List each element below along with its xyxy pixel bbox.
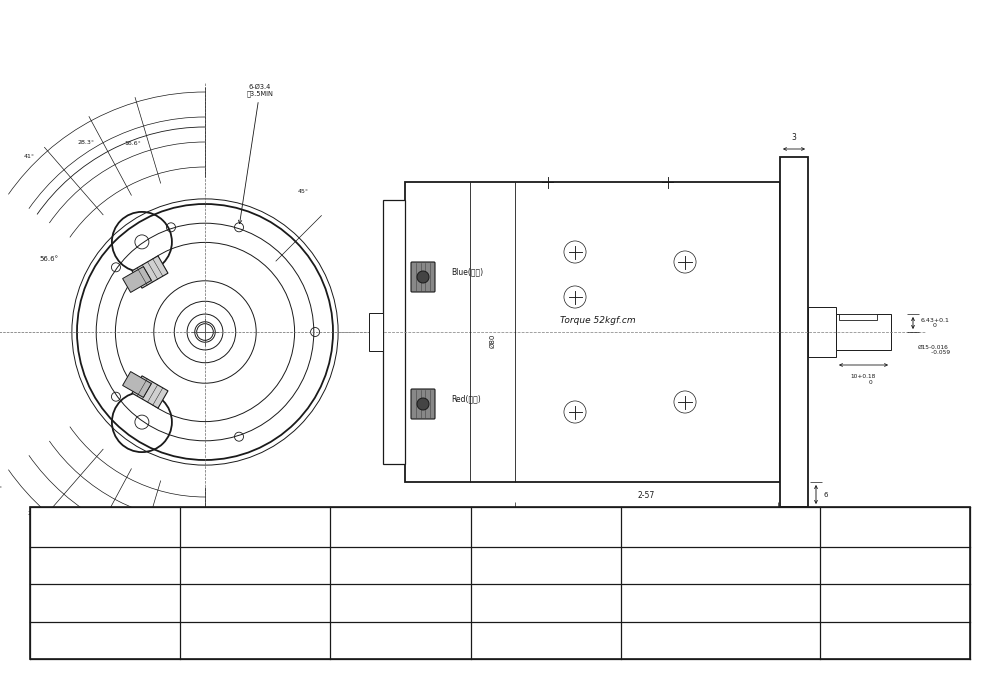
- Text: ZDY418: ZDY418: [86, 635, 125, 645]
- Text: 10+0.18
        0: 10+0.18 0: [851, 374, 876, 385]
- Text: 转向/Rotation: 转向/Rotation: [687, 521, 754, 532]
- Text: 56.6°: 56.6°: [40, 256, 59, 262]
- Text: 41°: 41°: [24, 154, 35, 159]
- Text: 211.5: 211.5: [619, 538, 641, 547]
- Text: Blue(蓝色): Blue(蓝色): [451, 267, 483, 276]
- Text: 28.3°: 28.3°: [27, 511, 44, 516]
- Bar: [30, 507, 970, 659]
- Text: ZDY118: ZDY118: [86, 561, 125, 570]
- Text: 4-69: 4-69: [615, 513, 633, 522]
- Text: ZDY218: ZDY218: [86, 598, 125, 608]
- Polygon shape: [132, 376, 168, 408]
- Text: 电压/Voltage: 电压/Voltage: [225, 521, 286, 532]
- Text: 6.43+0.1
      0: 6.43+0.1 0: [921, 317, 950, 328]
- Polygon shape: [123, 372, 151, 397]
- Bar: [383, 200, 405, 464]
- Text: 16.6°: 16.6°: [124, 141, 141, 146]
- Text: Torque 52kgf.cm: Torque 52kgf.cm: [560, 315, 636, 324]
- Text: 2-57: 2-57: [638, 491, 655, 500]
- Bar: [780, 157, 808, 507]
- Text: 28.3°: 28.3°: [78, 139, 95, 144]
- Text: 6: 6: [824, 491, 828, 497]
- Text: CW/顺时针: CW/顺时针: [701, 598, 740, 608]
- Text: CW/顺时针: CW/顺时针: [701, 635, 740, 645]
- Text: CW/顺时针: CW/顺时针: [701, 561, 740, 570]
- FancyBboxPatch shape: [411, 262, 435, 292]
- Text: Red(红色): Red(红色): [451, 394, 481, 403]
- Text: 3000RPM: 3000RPM: [523, 635, 569, 645]
- Text: 45°: 45°: [298, 189, 309, 194]
- Text: Ø80: Ø80: [490, 334, 496, 348]
- Text: 80mm: 80mm: [879, 598, 911, 608]
- Bar: [808, 307, 836, 357]
- FancyBboxPatch shape: [411, 389, 435, 419]
- Text: 22.5°: 22.5°: [78, 519, 95, 524]
- Bar: [405, 182, 780, 482]
- Bar: [839, 314, 877, 320]
- Text: 1.2KW: 1.2KW: [385, 598, 417, 608]
- Text: 型号/Type: 型号/Type: [83, 521, 127, 532]
- Text: 3: 3: [792, 133, 796, 142]
- Circle shape: [417, 398, 429, 410]
- Bar: [836, 314, 891, 350]
- Text: 48V: 48V: [246, 635, 265, 645]
- Text: 功率/Power: 功率/Power: [374, 521, 427, 532]
- Text: 12V: 12V: [245, 561, 265, 570]
- Text: 1.2KW: 1.2KW: [385, 635, 417, 645]
- Polygon shape: [132, 256, 168, 288]
- Text: 41°: 41°: [0, 486, 3, 491]
- Circle shape: [417, 271, 429, 283]
- Text: 80mm: 80mm: [879, 635, 911, 645]
- Text: Ø15-0.016
       -0.059: Ø15-0.016 -0.059: [918, 345, 950, 355]
- Polygon shape: [123, 267, 151, 293]
- Text: 3000RPM: 3000RPM: [523, 561, 569, 570]
- Text: 3000RPM: 3000RPM: [523, 598, 569, 608]
- Text: 转速/Speed: 转速/Speed: [520, 521, 573, 532]
- Text: 80mm: 80mm: [879, 561, 911, 570]
- Text: 外径/O.D: 外径/O.D: [876, 521, 914, 532]
- Bar: [369, 313, 383, 351]
- Text: 1.2KW: 1.2KW: [385, 561, 417, 570]
- Text: 24V: 24V: [246, 598, 265, 608]
- Text: 25±0.2: 25±0.2: [837, 513, 862, 519]
- Text: 6-Ø3.4
深3.5MIN: 6-Ø3.4 深3.5MIN: [238, 83, 273, 224]
